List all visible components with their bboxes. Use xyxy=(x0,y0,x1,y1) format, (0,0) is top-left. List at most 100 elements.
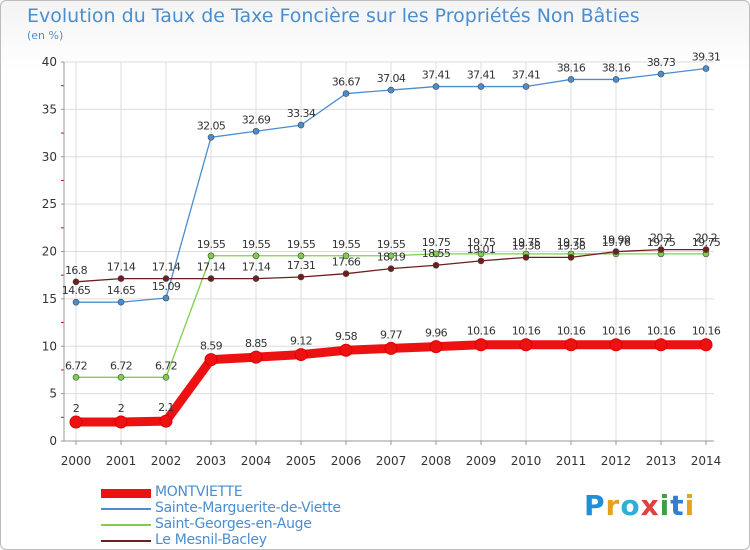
data-label: 37.41 xyxy=(512,69,541,82)
data-label: 19.38 xyxy=(557,239,586,252)
data-label: 17.31 xyxy=(287,259,316,272)
data-point xyxy=(249,350,263,364)
data-point xyxy=(114,415,128,429)
data-label: 32.05 xyxy=(197,119,226,132)
data-label: 19.75 xyxy=(467,236,496,249)
data-point xyxy=(429,340,443,354)
data-point xyxy=(252,127,260,135)
data-point xyxy=(522,83,530,90)
data-label: 19.75 xyxy=(557,236,586,249)
data-label: 19.01 xyxy=(467,243,496,256)
data-label: 38.16 xyxy=(602,61,631,74)
data-point xyxy=(567,76,575,83)
data-label: 10.16 xyxy=(557,325,586,338)
data-label: 9.77 xyxy=(380,328,403,341)
data-point xyxy=(72,374,80,381)
data-point xyxy=(432,83,440,90)
data-point xyxy=(612,248,620,255)
logo-letter: P xyxy=(584,489,606,522)
data-point xyxy=(612,76,620,83)
data-label: 14.65 xyxy=(62,284,91,297)
data-point xyxy=(609,338,623,352)
data-label: 17.66 xyxy=(332,256,361,269)
logo-letter: o xyxy=(620,489,641,522)
data-label: 10.16 xyxy=(512,325,541,338)
legend-label: MONTVIETTE xyxy=(155,484,243,500)
data-label: 20.2 xyxy=(650,232,672,245)
data-point xyxy=(339,343,353,357)
data-label: 20.2 xyxy=(695,232,717,245)
x-tick-label: 2003 xyxy=(196,454,227,468)
data-label: 19.55 xyxy=(287,238,316,251)
data-label: 2 xyxy=(118,402,124,415)
data-point xyxy=(387,265,395,272)
data-point xyxy=(387,86,395,94)
legend-swatch xyxy=(101,489,151,498)
data-point xyxy=(117,374,125,381)
data-point xyxy=(342,90,350,97)
y-tick-label: 10 xyxy=(42,339,57,353)
x-tick-label: 2009 xyxy=(466,454,497,468)
y-tick-label: 15 xyxy=(42,292,57,306)
data-label: 32.69 xyxy=(242,113,271,126)
x-tick-label: 2007 xyxy=(376,454,407,468)
data-label: 19.75 xyxy=(647,236,676,249)
data-point xyxy=(342,270,350,277)
data-label: 17.14 xyxy=(107,261,136,274)
data-point xyxy=(477,83,485,90)
data-label: 38.16 xyxy=(557,61,586,74)
data-point xyxy=(162,294,170,302)
data-label: 19.76 xyxy=(602,236,631,249)
data-point xyxy=(657,70,665,78)
data-label: 19.75 xyxy=(422,236,451,249)
x-tick-label: 2001 xyxy=(106,454,137,468)
data-label: 18.55 xyxy=(422,247,451,260)
data-point xyxy=(702,246,710,253)
data-label: 17.14 xyxy=(152,261,181,274)
data-label: 6.72 xyxy=(65,359,87,372)
data-label: 37.41 xyxy=(467,69,496,82)
x-tick-label: 2006 xyxy=(331,454,362,468)
data-label: 10.16 xyxy=(602,325,631,338)
data-point xyxy=(162,374,170,381)
data-label: 18.19 xyxy=(377,251,406,264)
data-point xyxy=(342,252,350,260)
x-tick-label: 2013 xyxy=(646,454,677,468)
y-tick-label: 40 xyxy=(42,55,57,69)
x-tick-label: 2011 xyxy=(556,454,587,468)
data-point xyxy=(477,257,485,265)
logo-letter: t xyxy=(670,489,685,522)
data-label: 19.55 xyxy=(197,238,226,251)
x-tick-label: 2014 xyxy=(691,454,722,468)
data-point xyxy=(297,121,305,129)
data-point xyxy=(252,252,260,260)
x-tick-label: 2002 xyxy=(151,454,182,468)
data-label: 14.65 xyxy=(107,284,136,297)
data-point xyxy=(72,298,80,306)
data-point xyxy=(207,252,215,260)
data-point xyxy=(474,338,488,352)
y-tick-label: 30 xyxy=(42,150,57,164)
data-point xyxy=(564,338,578,352)
data-label: 16.8 xyxy=(65,264,88,277)
data-point xyxy=(519,338,533,352)
data-label: 19.55 xyxy=(377,238,406,251)
data-label: 9.96 xyxy=(425,327,448,340)
data-label: 8.85 xyxy=(245,337,268,350)
data-label: 2 xyxy=(73,402,79,415)
data-label: 6.72 xyxy=(155,359,177,372)
data-label: 15.09 xyxy=(152,280,181,293)
data-label: 10.16 xyxy=(467,325,496,338)
data-point xyxy=(699,338,713,352)
legend-label: Sainte-Marguerite-de-Viette xyxy=(155,500,341,516)
data-point xyxy=(657,246,665,253)
y-axis-unit-label: (en %) xyxy=(27,29,64,42)
data-point xyxy=(567,254,575,261)
data-label: 19.99 xyxy=(602,234,631,247)
data-point xyxy=(72,278,80,286)
data-label: 19.75 xyxy=(692,236,721,249)
legend-label: Saint-Georges-en-Auge xyxy=(155,516,312,532)
data-point xyxy=(387,252,395,260)
data-point xyxy=(69,415,83,429)
